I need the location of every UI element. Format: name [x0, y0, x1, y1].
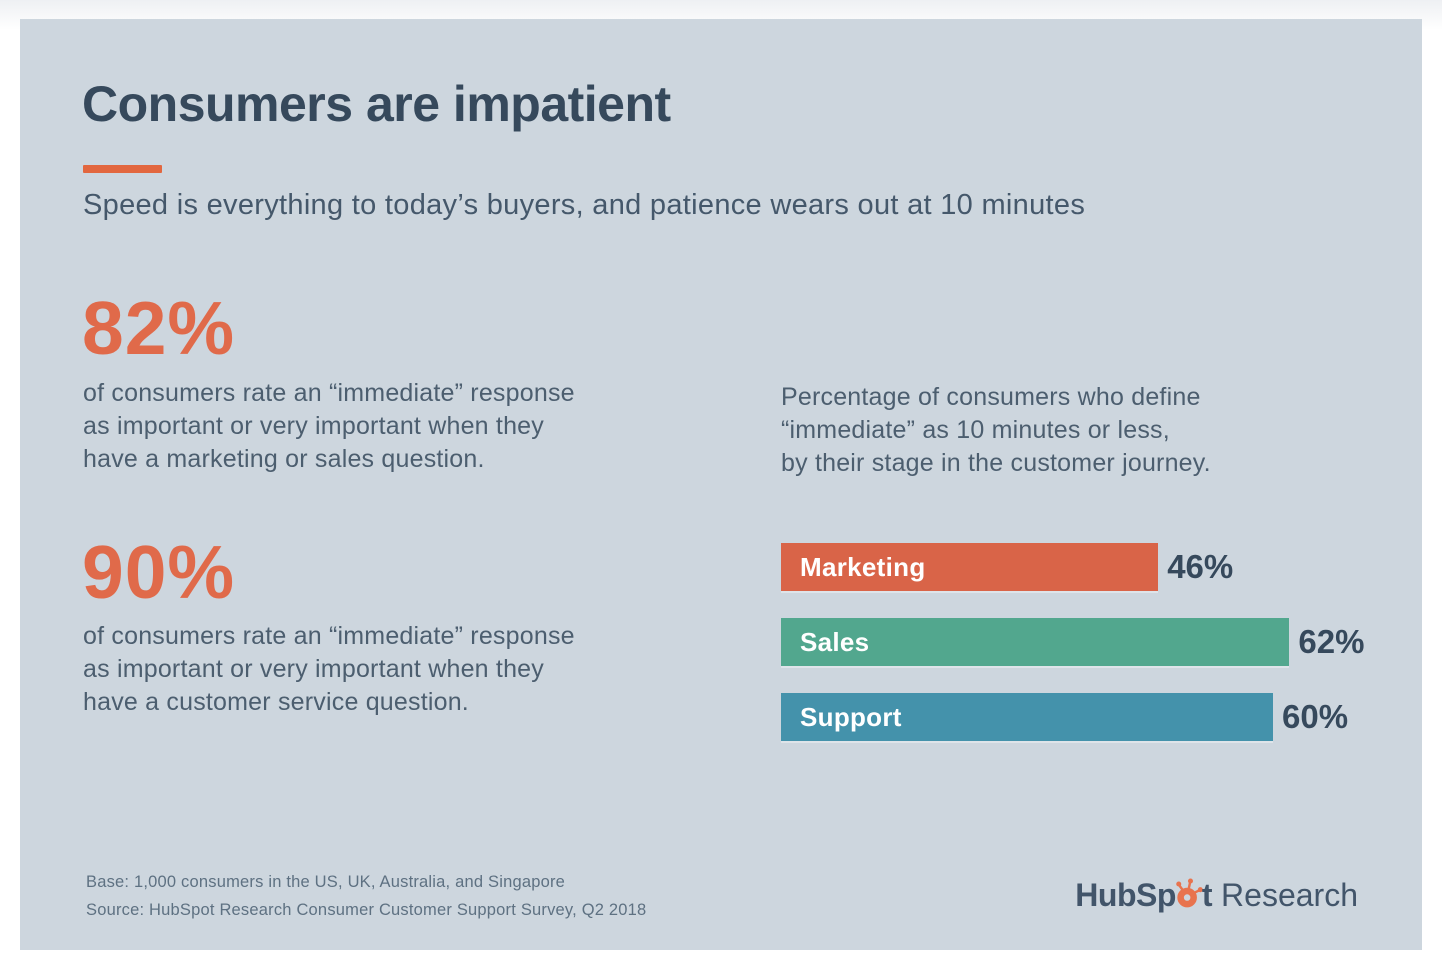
stat-82-description: of consumers rate an “immediate” respons…: [83, 379, 575, 473]
page-subtitle: Speed is everything to today’s buyers, a…: [83, 189, 1086, 221]
footnotes: Base: 1,000 consumers in the US, UK, Aus…: [86, 868, 646, 924]
stat-90-description: of consumers rate an “immediate” respons…: [83, 622, 575, 716]
bar-marketing: Marketing: [781, 543, 1159, 591]
bar-label-sales: Sales: [800, 626, 870, 657]
title-underline: [83, 165, 162, 173]
logo-text-t: t: [1201, 877, 1213, 913]
bar-sales: Sales: [781, 618, 1290, 666]
bar-label-marketing: Marketing: [800, 551, 926, 582]
logo-text-research: Research: [1221, 877, 1358, 913]
stat-82-value: 82%: [82, 286, 236, 370]
footnote-base: Base: 1,000 consumers in the US, UK, Aus…: [86, 873, 566, 891]
chart-heading: Percentage of consumers who define “imme…: [781, 383, 1211, 477]
hubspot-sprocket-icon: [1176, 878, 1203, 908]
bar-value-marketing: 46%: [1167, 548, 1234, 585]
logo-text-hubsp: HubSp: [1075, 877, 1176, 913]
bar-row-sales: Sales 62%: [781, 618, 1421, 666]
infographic-card: Consumers are impatient Speed is everyth…: [20, 19, 1422, 950]
hubspot-research-logo: HubSp t Research: [1075, 873, 1358, 914]
page-title: Consumers are impatient: [82, 76, 671, 132]
bar-value-support: 60%: [1282, 698, 1349, 735]
bar-row-support: Support 60%: [781, 693, 1421, 741]
bar-value-sales: 62%: [1298, 623, 1365, 660]
bar-row-marketing: Marketing 46%: [781, 543, 1421, 591]
footnote-source: Source: HubSpot Research Consumer Custom…: [86, 901, 647, 919]
stat-90-value: 90%: [82, 530, 236, 614]
bar-chart: Marketing 46% Sales 62% Support 60%: [781, 543, 1421, 768]
bar-label-support: Support: [800, 701, 902, 732]
bar-support: Support: [781, 693, 1273, 741]
